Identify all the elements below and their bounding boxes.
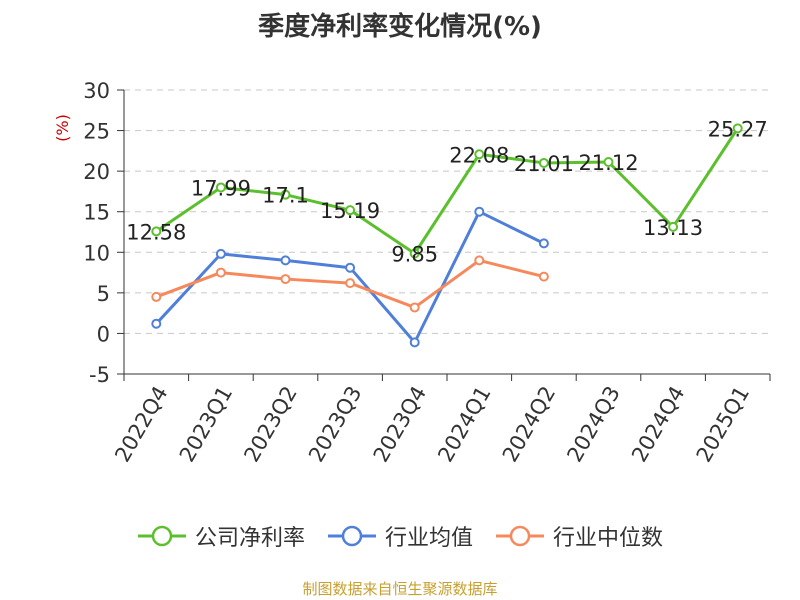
source-note: 制图数据来自恒生聚源数据库: [302, 580, 498, 598]
data-point: [409, 337, 420, 348]
y-tick-label: 30: [83, 79, 110, 103]
data-label: 22.08: [449, 143, 509, 167]
legend-marker-icon: [327, 525, 376, 547]
data-label: 21.12: [578, 151, 638, 175]
chart-title: 季度净利率变化情况(%): [258, 12, 542, 42]
data-point: [668, 221, 679, 232]
data-point: [409, 302, 420, 313]
y-tick-label: 10: [83, 241, 110, 265]
series-line: [155, 127, 739, 256]
data-label: 15.19: [320, 199, 380, 223]
y-tick-label: 0: [97, 322, 110, 346]
data-point: [215, 182, 226, 193]
y-tick-labels: -5 0 5 10 15 20 25 30: [83, 79, 110, 387]
data-point: [474, 206, 485, 217]
x-tick-label: 2024Q2: [498, 382, 560, 466]
x-tick-label: 2023Q4: [369, 382, 431, 466]
data-label: 17.99: [191, 176, 251, 200]
data-point: [409, 248, 420, 259]
legend-item[interactable]: 公司净利率: [137, 520, 305, 552]
y-tick-label: 25: [83, 120, 110, 144]
legend-item[interactable]: 行业中位数: [495, 520, 663, 552]
x-tick-label: 2023Q2: [239, 382, 301, 466]
axes: [117, 89, 771, 381]
data-point: [280, 189, 291, 200]
data-point: [474, 149, 485, 160]
data-point: [215, 267, 226, 278]
legend-item[interactable]: 行业均值: [327, 520, 473, 552]
data-point: [345, 262, 356, 273]
data-point: [151, 226, 162, 237]
x-tick-labels: 2022Q4 2023Q1 2023Q2 2023Q3 2023Q4 2024Q1 2024…: [110, 382, 754, 466]
data-point: [538, 157, 549, 168]
series-1: [151, 206, 549, 348]
data-point: [538, 271, 549, 282]
data-label: 25.27: [708, 117, 768, 141]
legend-label: 行业中位数: [553, 526, 664, 551]
x-tick-label: 2022Q4: [110, 382, 172, 466]
y-tick-label: 20: [83, 160, 110, 184]
y-tick-label: 5: [97, 282, 110, 306]
y-tick-label: -5: [89, 363, 110, 387]
data-label: 17.1: [262, 184, 309, 208]
data-point: [151, 318, 162, 329]
data-point: [280, 255, 291, 266]
data-label: 13.13: [643, 216, 703, 240]
data-point: [280, 274, 291, 285]
legend-marker-icon: [137, 525, 186, 547]
data-point: [538, 238, 549, 249]
legend-label: 公司净利率: [194, 526, 305, 551]
legend-marker-icon: [496, 525, 544, 547]
x-tick-label: 2023Q3: [304, 382, 366, 466]
x-tick-label: 2024Q1: [433, 382, 495, 466]
data-point: [345, 278, 356, 289]
data-point: [603, 157, 614, 168]
data-label: 12.58: [126, 220, 186, 244]
data-point: [345, 205, 356, 216]
data-point: [215, 248, 226, 259]
data-label: 9.85: [391, 243, 438, 267]
data-label: 21.01: [514, 152, 574, 176]
series-line: [155, 210, 545, 344]
series-2: [151, 255, 549, 313]
data-point: [474, 255, 485, 266]
y-axis-label: (%): [53, 114, 72, 142]
x-tick-label: 2023Q1: [175, 382, 237, 466]
data-point: [151, 291, 162, 302]
x-tick-label: 2025Q1: [692, 382, 754, 466]
x-tick-label: 2024Q3: [562, 382, 624, 466]
y-tick-label: 15: [83, 201, 110, 225]
legend-label: 行业均值: [384, 526, 473, 551]
legend: 公司净利率 行业均值 行业中位数: [0, 520, 800, 552]
data-point: [732, 123, 743, 134]
x-tick-label: 2024Q4: [627, 382, 689, 466]
